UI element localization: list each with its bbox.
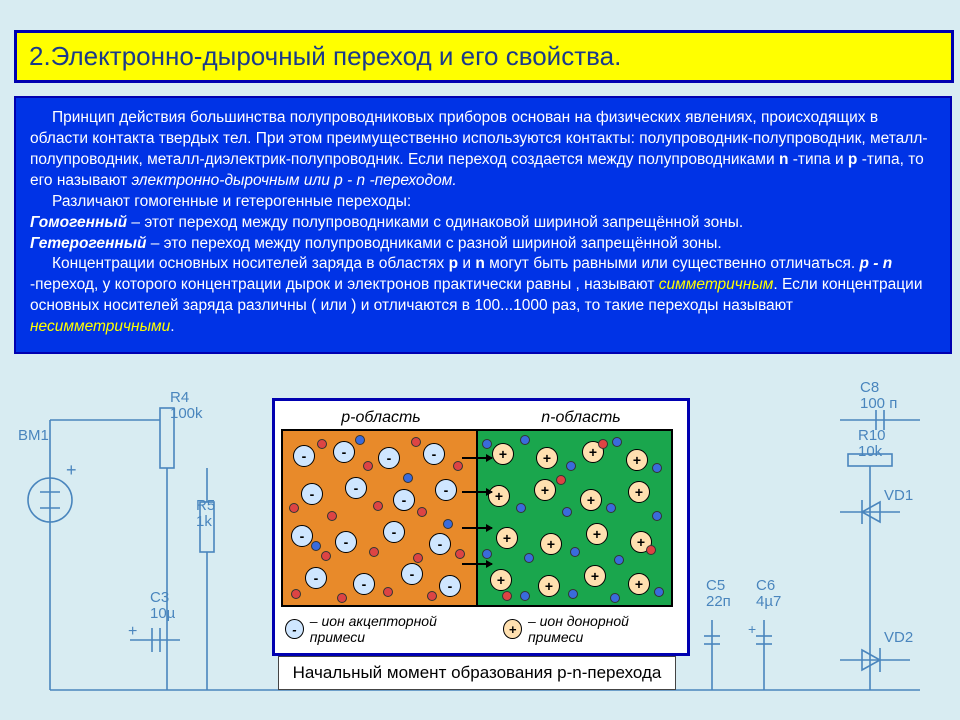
pn-junction-diagram: р-область n-область ---------------- +++… (272, 398, 690, 656)
p-region: ---------------- (283, 431, 478, 605)
n-region: ++++++++++++++++ (478, 431, 671, 605)
p-region-label: р-область (281, 407, 481, 429)
svg-text:C3: C3 (150, 589, 169, 606)
svg-text:VD1: VD1 (884, 487, 913, 504)
svg-text:+: + (128, 623, 137, 640)
svg-text:R5: R5 (196, 497, 215, 514)
svg-text:VD2: VD2 (884, 629, 913, 646)
svg-text:100 п: 100 п (860, 395, 897, 412)
svg-text:C6: C6 (756, 577, 775, 594)
diagram-caption: Начальный момент образования p-n-переход… (278, 656, 676, 690)
svg-text:+: + (748, 621, 756, 637)
n-region-label: n-область (481, 407, 681, 429)
donor-legend-text: – ион донорной примеси (528, 613, 677, 645)
svg-text:4µ7: 4µ7 (756, 593, 781, 610)
svg-text:R4: R4 (170, 389, 189, 406)
slide-title: 2.Электронно-дырочный переход и его свой… (14, 30, 954, 83)
svg-text:C5: C5 (706, 577, 725, 594)
svg-text:1k: 1k (196, 513, 212, 530)
svg-text:BM1: BM1 (18, 427, 49, 444)
svg-text:10k: 10k (858, 443, 883, 460)
svg-text:R10: R10 (858, 427, 886, 444)
svg-text:C8: C8 (860, 379, 879, 396)
svg-text:22п: 22п (706, 593, 731, 610)
legend: - – ион акцепторной примеси + – ион доно… (281, 607, 681, 647)
svg-text:10µ: 10µ (150, 605, 176, 622)
donor-ion-icon: + (503, 619, 522, 639)
svg-text:100k: 100k (170, 405, 203, 422)
acceptor-ion-icon: - (285, 619, 304, 639)
svg-text:+: + (66, 460, 77, 480)
body-text: Принцип действия большинства полупроводн… (14, 96, 952, 354)
acceptor-legend-text: – ион акцепторной примеси (310, 613, 483, 645)
